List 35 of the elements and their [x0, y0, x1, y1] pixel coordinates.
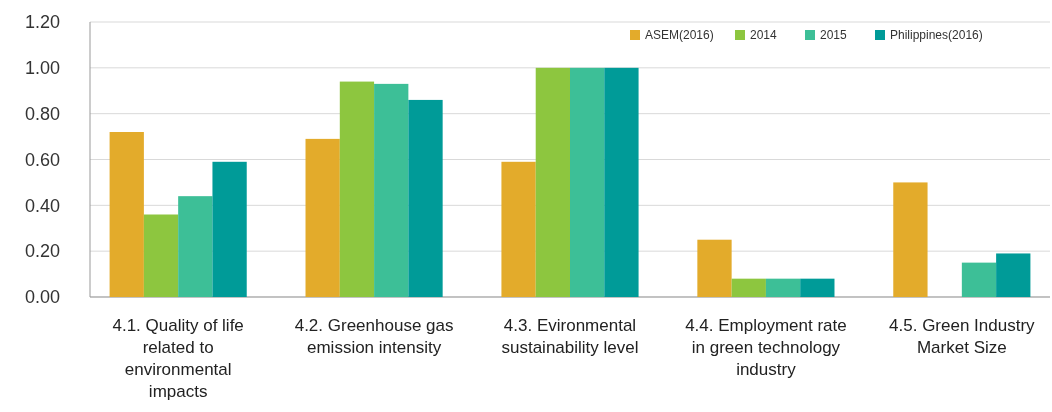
bar [893, 182, 928, 297]
bar [765, 278, 801, 297]
bar [178, 196, 213, 297]
bar [996, 253, 1031, 297]
bar [570, 67, 605, 297]
y-tick-label: 0.20 [24, 241, 60, 262]
y-tick-label: 0.40 [24, 195, 60, 216]
bar [535, 67, 570, 297]
legend-label: Philippines(2016) [890, 28, 983, 43]
x-tick-label: 4.4. Employment rate in green technology industry [685, 316, 847, 379]
y-tick-label: 1.00 [24, 58, 60, 79]
legend-label: ASEM(2016) [645, 28, 714, 43]
bar [143, 214, 179, 297]
legend-label: 2015 [820, 28, 848, 43]
bar [212, 161, 247, 297]
bar [501, 161, 536, 297]
bar [800, 278, 835, 297]
y-tick-label: 0.00 [24, 287, 60, 308]
x-tick-label: 4.1. Quality of life related to environmental impacts [112, 316, 244, 401]
y-tick-label: 0.80 [24, 103, 60, 124]
bar [339, 81, 375, 297]
bar [305, 138, 340, 297]
x-tick-label: 4.5. Green Industry Market Size [889, 316, 1036, 357]
x-tick-label: 4.3. Evironmental sustainability level [501, 316, 639, 357]
bar [961, 262, 997, 297]
bar [109, 132, 144, 297]
bar [604, 67, 639, 297]
bar [697, 239, 732, 297]
x-tick-label: 4.2. Greenhouse gas emission intensity [294, 316, 454, 357]
legend-label: 2014 [750, 28, 778, 43]
y-tick-label: 1.20 [24, 12, 60, 33]
bar [731, 278, 766, 297]
bar [374, 83, 409, 297]
bar [408, 99, 443, 297]
y-tick-label: 0.60 [24, 149, 60, 170]
